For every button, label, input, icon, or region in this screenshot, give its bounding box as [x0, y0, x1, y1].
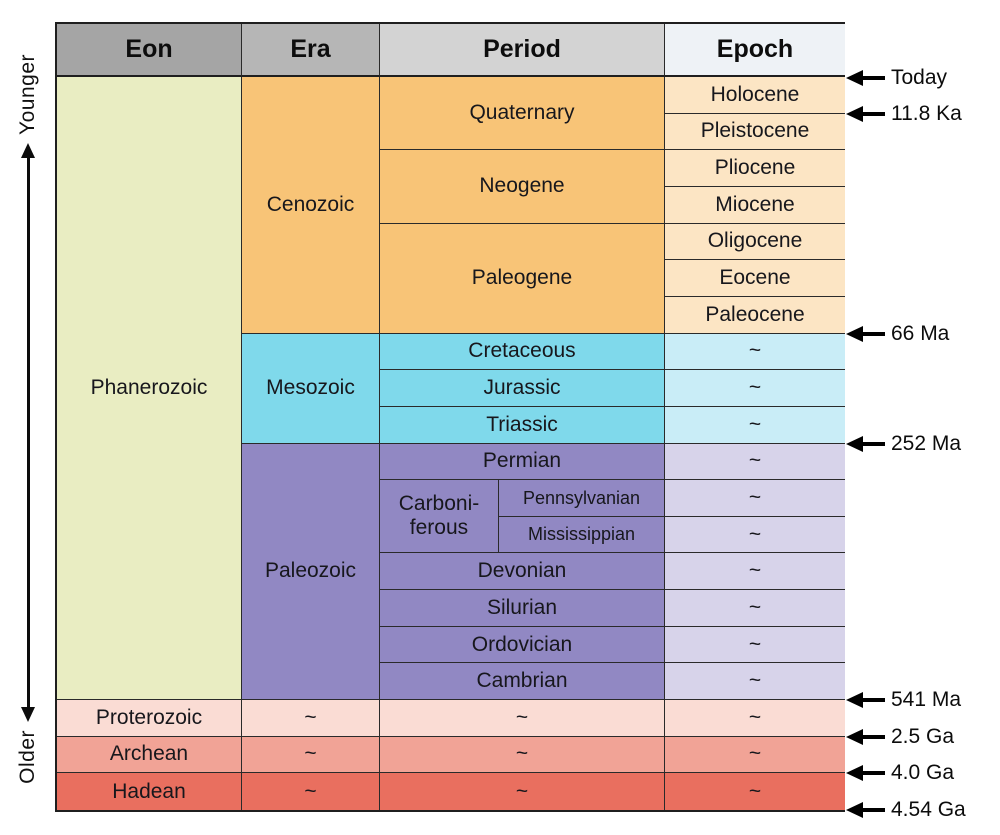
cell-epoch-devonian-tilde: ~: [665, 553, 845, 591]
time-marker-label: 66 Ma: [891, 322, 950, 345]
header-era: Era: [242, 24, 380, 77]
cell-epoch-jurassic-tilde: ~: [665, 370, 845, 407]
cell-period-ordovician: Ordovician: [380, 626, 665, 664]
cell-epoch-eocene: Eocene: [665, 260, 845, 297]
header-eon: Eon: [57, 24, 242, 77]
time-marker-label: 11.8 Ka: [891, 102, 962, 125]
cell-period-archean-tilde: ~: [380, 736, 665, 774]
cell-epoch-pleistocene: Pleistocene: [665, 113, 845, 151]
time-marker-label: 4.0 Ga: [891, 761, 955, 784]
cell-era-archean-tilde: ~: [242, 736, 380, 774]
left-arrow-icon: [846, 326, 885, 342]
cell-period-paleogene: Paleogene: [380, 223, 665, 334]
cell-epoch-pennsylvanian-tilde: ~: [665, 480, 845, 517]
cell-epoch-cretaceous-tilde: ~: [665, 333, 845, 371]
cell-epoch-proterozoic-tilde: ~: [665, 700, 845, 737]
left-arrow-icon: [846, 692, 885, 708]
time-marker-today: Today: [846, 66, 947, 90]
cell-period-cretaceous: Cretaceous: [380, 333, 665, 371]
time-marker-label: 541 Ma: [891, 688, 962, 711]
cell-period-devonian: Devonian: [380, 553, 665, 591]
arrow-up-icon: [21, 142, 35, 158]
cell-eon-phanerozoic: Phanerozoic: [57, 77, 242, 701]
cell-period-jurassic: Jurassic: [380, 370, 665, 407]
time-marker-label: Today: [891, 66, 948, 89]
axis-label-younger: Younger: [16, 54, 39, 135]
double-arrow-icon: [21, 142, 35, 723]
cell-epoch-cambrian-tilde: ~: [665, 663, 845, 701]
left-arrow-icon: [846, 106, 885, 122]
cell-era-mesozoic: Mesozoic: [242, 333, 380, 444]
time-marker-2-5-ga: 2.5 Ga: [846, 725, 954, 749]
cell-era-hadean-tilde: ~: [242, 773, 380, 810]
time-marker-252-ma: 252 Ma: [846, 432, 961, 456]
cell-period-hadean-tilde: ~: [380, 773, 665, 810]
cell-epoch-hadean-tilde: ~: [665, 773, 845, 810]
cell-subperiod-pennsylvanian: Pennsylvanian: [499, 480, 665, 517]
time-marker-4-54-ga: 4.54 Ga: [846, 798, 966, 822]
left-arrow-icon: [846, 802, 885, 818]
cell-era-paleozoic: Paleozoic: [242, 443, 380, 701]
header-epoch: Epoch: [665, 24, 845, 77]
cell-eon-archean: Archean: [57, 736, 242, 774]
cell-period-carboniferous: Carboni- ferous: [380, 480, 499, 554]
cell-period-triassic: Triassic: [380, 406, 665, 444]
left-arrow-icon: [846, 70, 885, 86]
time-marker-66-ma: 66 Ma: [846, 322, 949, 346]
cell-epoch-pliocene: Pliocene: [665, 150, 845, 187]
header-period: Period: [380, 24, 665, 77]
cell-epoch-permian-tilde: ~: [665, 443, 845, 481]
cell-epoch-triassic-tilde: ~: [665, 406, 845, 444]
left-arrow-icon: [846, 436, 885, 452]
arrow-down-icon: [21, 707, 35, 723]
cell-era-cenozoic: Cenozoic: [242, 77, 380, 334]
cell-period-neogene: Neogene: [380, 150, 665, 224]
cell-epoch-miocene: Miocene: [665, 186, 845, 224]
cell-eon-proterozoic: Proterozoic: [57, 700, 242, 737]
time-marker-541-ma: 541 Ma: [846, 688, 961, 712]
time-marker-11-8-ka: 11.8 Ka: [846, 102, 962, 126]
cell-epoch-mississippian-tilde: ~: [665, 516, 845, 554]
cell-epoch-ordovician-tilde: ~: [665, 626, 845, 664]
cell-epoch-archean-tilde: ~: [665, 736, 845, 774]
arrow-line: [26, 157, 30, 708]
cell-period-permian: Permian: [380, 443, 665, 481]
cell-epoch-silurian-tilde: ~: [665, 590, 845, 627]
cell-epoch-holocene: Holocene: [665, 77, 845, 114]
cell-period-silurian: Silurian: [380, 590, 665, 627]
time-marker-label: 2.5 Ga: [891, 725, 955, 748]
cell-period-cambrian: Cambrian: [380, 663, 665, 701]
time-axis: Younger Older: [5, 22, 51, 812]
cell-eon-hadean: Hadean: [57, 773, 242, 810]
time-marker-label: 252 Ma: [891, 432, 962, 455]
cell-period-quaternary: Quaternary: [380, 77, 665, 151]
time-marker-label: 4.54 Ga: [891, 798, 966, 821]
cell-epoch-paleocene: Paleocene: [665, 296, 845, 334]
geologic-time-table: Eon Era Period Epoch Phanerozoic Protero…: [55, 22, 845, 812]
cell-subperiod-mississippian: Mississippian: [499, 516, 665, 554]
cell-period-proterozoic-tilde: ~: [380, 700, 665, 737]
axis-label-older: Older: [16, 730, 39, 784]
left-arrow-icon: [846, 729, 885, 745]
cell-era-proterozoic-tilde: ~: [242, 700, 380, 737]
time-marker-4-0-ga: 4.0 Ga: [846, 761, 954, 785]
cell-epoch-oligocene: Oligocene: [665, 223, 845, 261]
left-arrow-icon: [846, 765, 885, 781]
